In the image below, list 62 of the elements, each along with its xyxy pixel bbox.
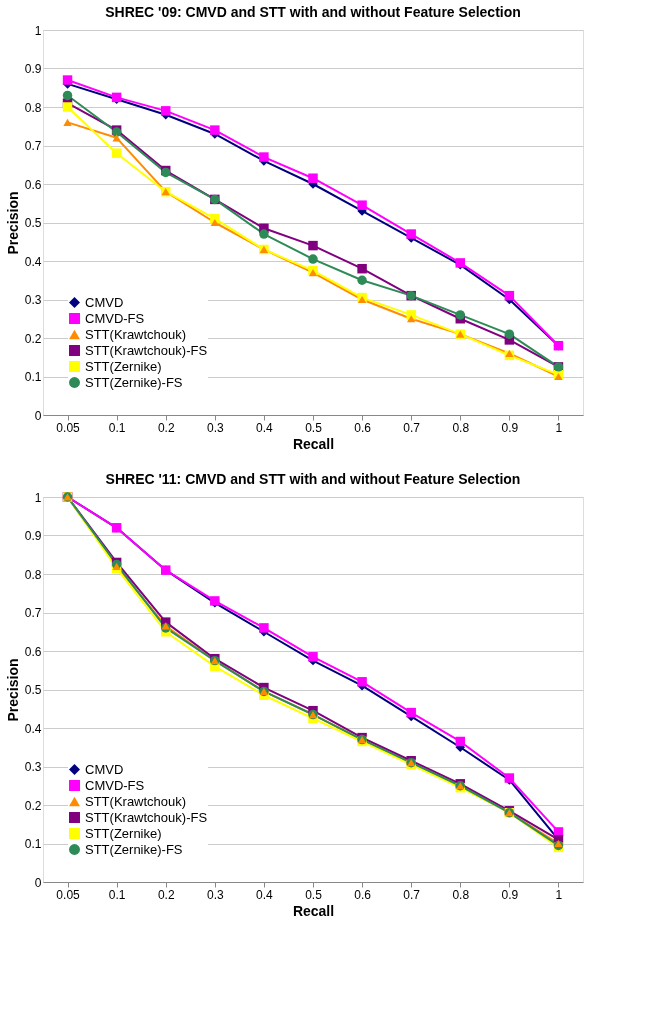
y-tick-label: 0.1	[24, 837, 42, 851]
y-tick-label: 0.7	[24, 606, 42, 620]
y-tick-label: 1	[34, 490, 42, 505]
y-axis-title: Precision	[4, 658, 21, 722]
y-tick-label: 0.5	[24, 216, 42, 230]
x-tick-label: 0.7	[403, 420, 421, 435]
x-tick-label: 0.1	[108, 420, 126, 435]
x-axis-title: Recall	[292, 902, 335, 919]
y-tick-label: 0.2	[24, 331, 42, 346]
y-tick-label: 0.9	[24, 62, 42, 76]
x-tick-label: 0.05	[56, 887, 81, 902]
x-tick-label: 0.8	[452, 420, 470, 435]
x-tick-label: 0.8	[452, 887, 470, 902]
x-tick-label: 0.5	[305, 887, 323, 902]
x-tick-label: 0.2	[157, 420, 175, 435]
y-tick-label: 0.1	[24, 370, 42, 384]
x-tick-label: 0.9	[501, 887, 519, 902]
y-tick-label: 0.3	[24, 293, 42, 307]
legend-label: STT(Zernike)-FS	[85, 841, 183, 857]
x-tick-label: 0.6	[354, 420, 372, 435]
y-tick-label: 0.4	[24, 254, 42, 269]
chart-title: SHREC '11: CMVD and STT with and without Feature Selection	[105, 471, 521, 487]
y-tick-label: 0.2	[24, 798, 42, 813]
y-tick-label: 0	[34, 875, 42, 890]
y-tick-label: 0.4	[24, 721, 42, 736]
legend-label: STT(Zernike)	[85, 825, 162, 841]
x-tick-label: 1	[555, 420, 563, 435]
x-tick-label: 0.5	[305, 420, 323, 435]
y-tick-label: 0.7	[24, 139, 42, 153]
legend-label: STT(Zernike)	[85, 358, 162, 374]
x-axis-title: Recall	[292, 435, 335, 452]
y-tick-label: 0	[34, 408, 42, 423]
y-tick-label: 0.8	[24, 100, 42, 115]
x-tick-label: 0.4	[256, 887, 274, 902]
x-tick-label: 0.05	[56, 420, 81, 435]
legend-label: CMVD	[85, 294, 124, 310]
y-tick-label: 0.5	[24, 683, 42, 697]
y-tick-label: 0.6	[24, 177, 42, 192]
y-tick-label: 0.6	[24, 644, 42, 659]
y-tick-label: 0.3	[24, 760, 42, 774]
legend-label: STT(Krawtchouk)	[85, 326, 187, 342]
y-tick-label: 0.8	[24, 567, 42, 582]
chart-title: SHREC '09: CMVD and STT with and without Feature Selection	[105, 4, 521, 20]
legend-label: STT(Zernike)-FS	[85, 374, 183, 390]
x-tick-label: 0.7	[403, 887, 421, 902]
legend-label: STT(Krawtchouk)	[85, 793, 187, 809]
legend-label: CMVD-FS	[85, 777, 145, 793]
x-tick-label: 0.6	[354, 887, 372, 902]
x-tick-label: 0.2	[157, 887, 175, 902]
y-tick-label: 1	[34, 23, 42, 38]
x-tick-label: 0.3	[206, 420, 224, 435]
x-tick-label: 0.4	[256, 420, 274, 435]
x-tick-label: 0.9	[501, 420, 519, 435]
legend-label: STT(Krawtchouk)-FS	[85, 809, 208, 825]
x-tick-label: 0.3	[206, 887, 224, 902]
x-tick-label: 0.1	[108, 887, 126, 902]
y-tick-label: 0.9	[24, 529, 42, 543]
legend-label: CMVD-FS	[85, 310, 145, 326]
legend-label: CMVD	[85, 761, 124, 777]
y-axis-title: Precision	[4, 191, 21, 255]
legend-label: STT(Krawtchouk)-FS	[85, 342, 208, 358]
x-tick-label: 1	[555, 887, 563, 902]
